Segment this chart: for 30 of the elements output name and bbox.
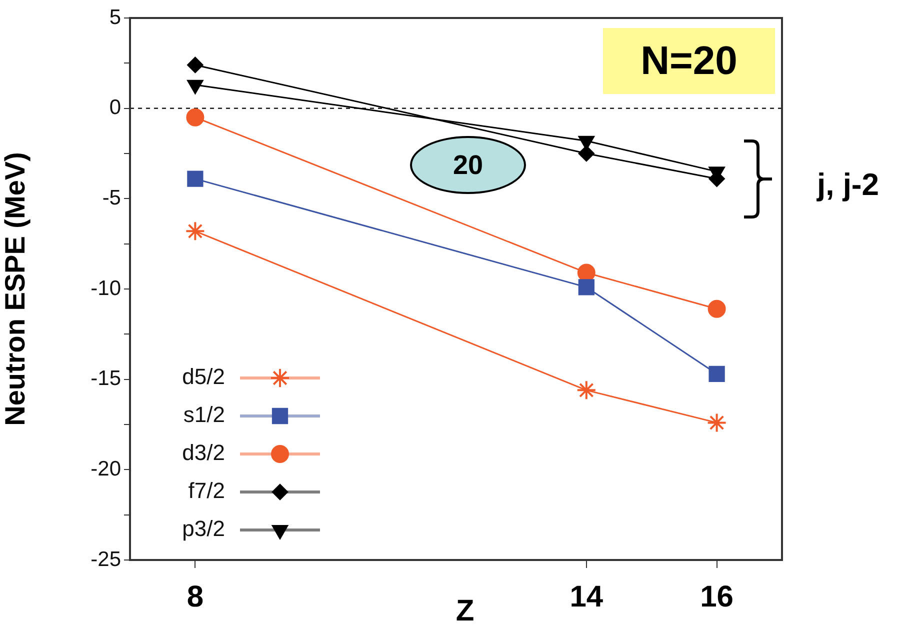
y-axis-title: Neutron ESPE (MeV) [0, 152, 31, 426]
annotation: N=20 [603, 28, 775, 94]
annotation: 20 [410, 136, 526, 194]
legend-label: f7/2 [188, 478, 225, 504]
point [187, 56, 204, 73]
x-tick-label: 16 [700, 580, 734, 614]
point [708, 300, 726, 318]
x-tick-label: 8 [186, 580, 204, 614]
y-tick-label: -15 [90, 367, 121, 390]
legend-label: d5/2 [182, 364, 225, 390]
point [185, 221, 206, 242]
y-tick-label: 5 [109, 6, 121, 29]
point [578, 146, 594, 162]
legend-label: p3/2 [182, 516, 225, 542]
y-tick-label: -25 [90, 548, 121, 571]
y-tick-label: -5 [102, 186, 121, 210]
x-tick-label: 14 [570, 580, 604, 614]
point [578, 279, 594, 296]
y-tick-label: 0 [109, 96, 121, 120]
legend-label: d3/2 [182, 440, 225, 466]
text: j, j-2 [816, 166, 880, 204]
point [187, 170, 204, 187]
legend-label: s1/2 [183, 402, 225, 428]
y-tick-label: -20 [90, 457, 121, 480]
point [708, 366, 725, 382]
point [186, 108, 204, 126]
point [706, 412, 727, 433]
y-tick-label: -10 [90, 276, 121, 300]
point [576, 380, 596, 400]
x-axis-title: Z [456, 594, 474, 628]
